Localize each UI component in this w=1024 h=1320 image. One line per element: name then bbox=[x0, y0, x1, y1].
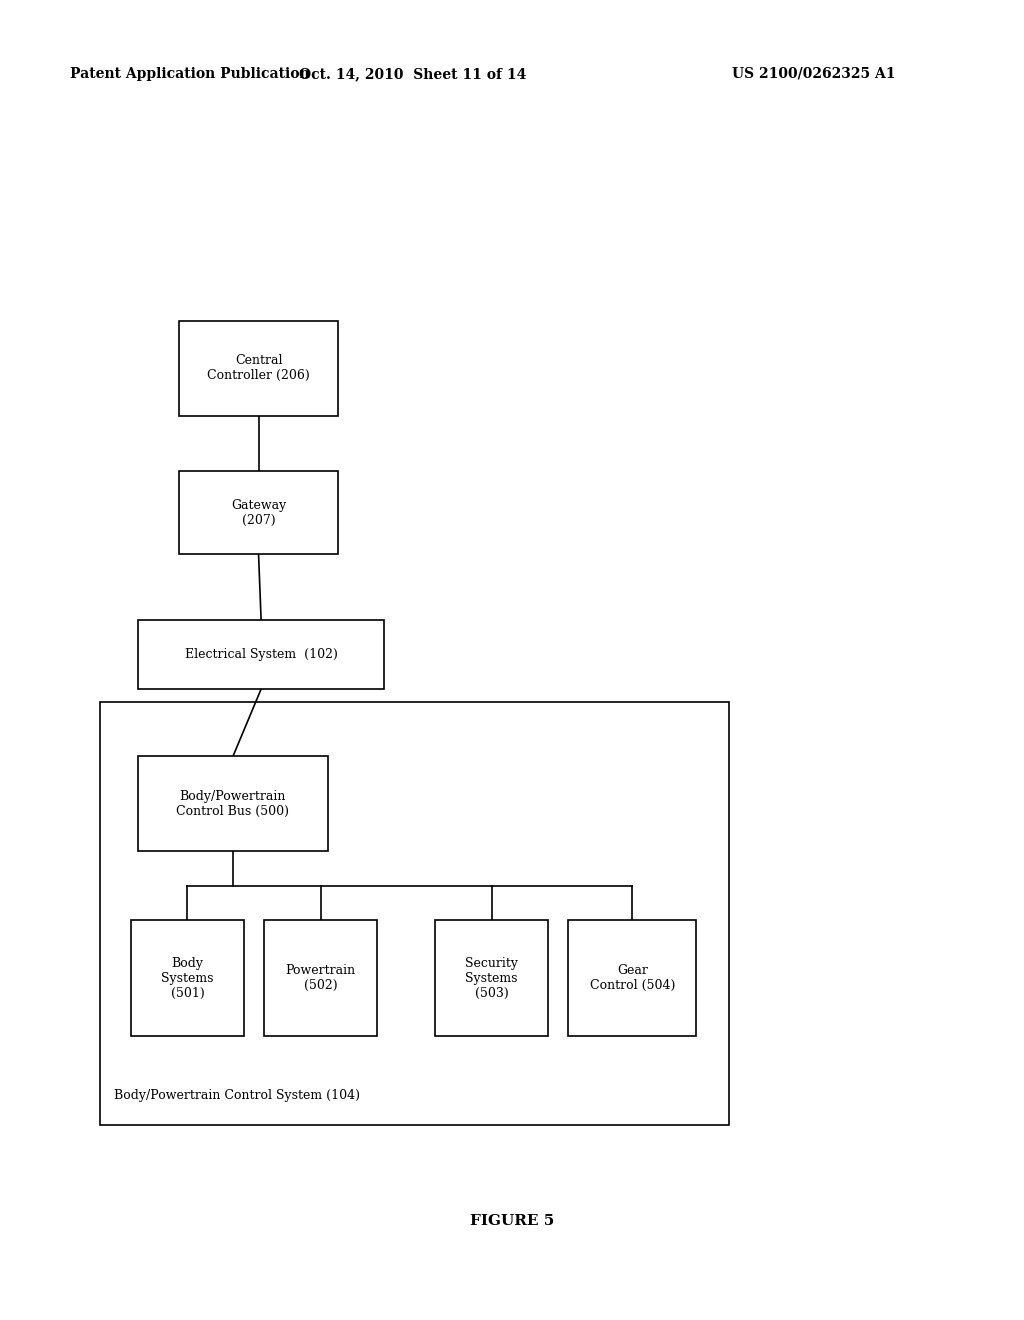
Bar bbox=[264, 920, 377, 1036]
Text: Central
Controller (206): Central Controller (206) bbox=[207, 354, 310, 383]
Text: US 2100/0262325 A1: US 2100/0262325 A1 bbox=[732, 67, 896, 81]
Text: Gateway
(207): Gateway (207) bbox=[231, 499, 286, 527]
Text: Gear
Control (504): Gear Control (504) bbox=[590, 964, 675, 993]
Text: Security
Systems
(503): Security Systems (503) bbox=[465, 957, 518, 999]
Bar bbox=[179, 321, 338, 416]
Bar bbox=[179, 471, 338, 554]
Bar bbox=[131, 920, 244, 1036]
Text: Body/Powertrain
Control Bus (500): Body/Powertrain Control Bus (500) bbox=[176, 789, 290, 818]
Text: FIGURE 5: FIGURE 5 bbox=[470, 1214, 554, 1228]
Text: Patent Application Publication: Patent Application Publication bbox=[70, 67, 309, 81]
Text: Body
Systems
(501): Body Systems (501) bbox=[161, 957, 214, 999]
Text: Body/Powertrain Control System (104): Body/Powertrain Control System (104) bbox=[114, 1089, 359, 1102]
Bar bbox=[435, 920, 548, 1036]
Bar bbox=[100, 702, 729, 1125]
Text: Powertrain
(502): Powertrain (502) bbox=[286, 964, 355, 993]
Bar bbox=[138, 756, 328, 851]
Bar bbox=[138, 620, 384, 689]
Bar bbox=[568, 920, 696, 1036]
Text: Oct. 14, 2010  Sheet 11 of 14: Oct. 14, 2010 Sheet 11 of 14 bbox=[299, 67, 526, 81]
Text: Electrical System  (102): Electrical System (102) bbox=[184, 648, 338, 661]
